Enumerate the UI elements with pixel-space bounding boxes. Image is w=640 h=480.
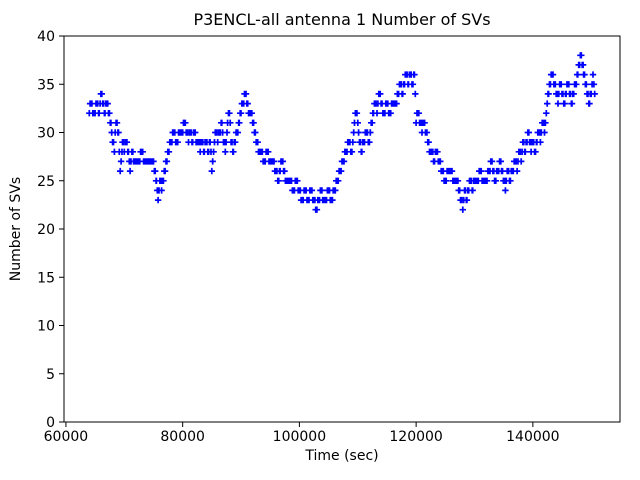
y-tick-label: 15 xyxy=(37,270,55,286)
y-tick-label: 35 xyxy=(37,77,55,93)
x-tick-label: 120000 xyxy=(389,429,442,445)
y-tick-label: 20 xyxy=(37,222,55,238)
y-tick-label: 5 xyxy=(46,367,55,383)
y-axis-label: Number of SVs xyxy=(8,177,24,281)
x-tick-label: 100000 xyxy=(273,429,326,445)
x-tick-label: 140000 xyxy=(506,429,559,445)
chart-title: P3ENCL-all antenna 1 Number of SVs xyxy=(193,10,490,29)
x-axis-label: Time (sec) xyxy=(304,448,378,464)
y-tick-label: 25 xyxy=(37,174,55,190)
y-tick-label: 10 xyxy=(37,319,55,335)
data-markers-plus xyxy=(86,52,598,213)
x-tick-label: 60000 xyxy=(44,429,89,445)
plot-frame xyxy=(63,35,621,423)
y-tick-label: 0 xyxy=(46,415,55,431)
x-tick-label: 80000 xyxy=(160,429,205,445)
axis-ticks: 60000 80000 100000 120000 140000 0 5 10 15 20 25 30… xyxy=(37,29,559,445)
y-tick-label: 40 xyxy=(37,29,55,45)
y-tick-label: 30 xyxy=(37,126,55,142)
